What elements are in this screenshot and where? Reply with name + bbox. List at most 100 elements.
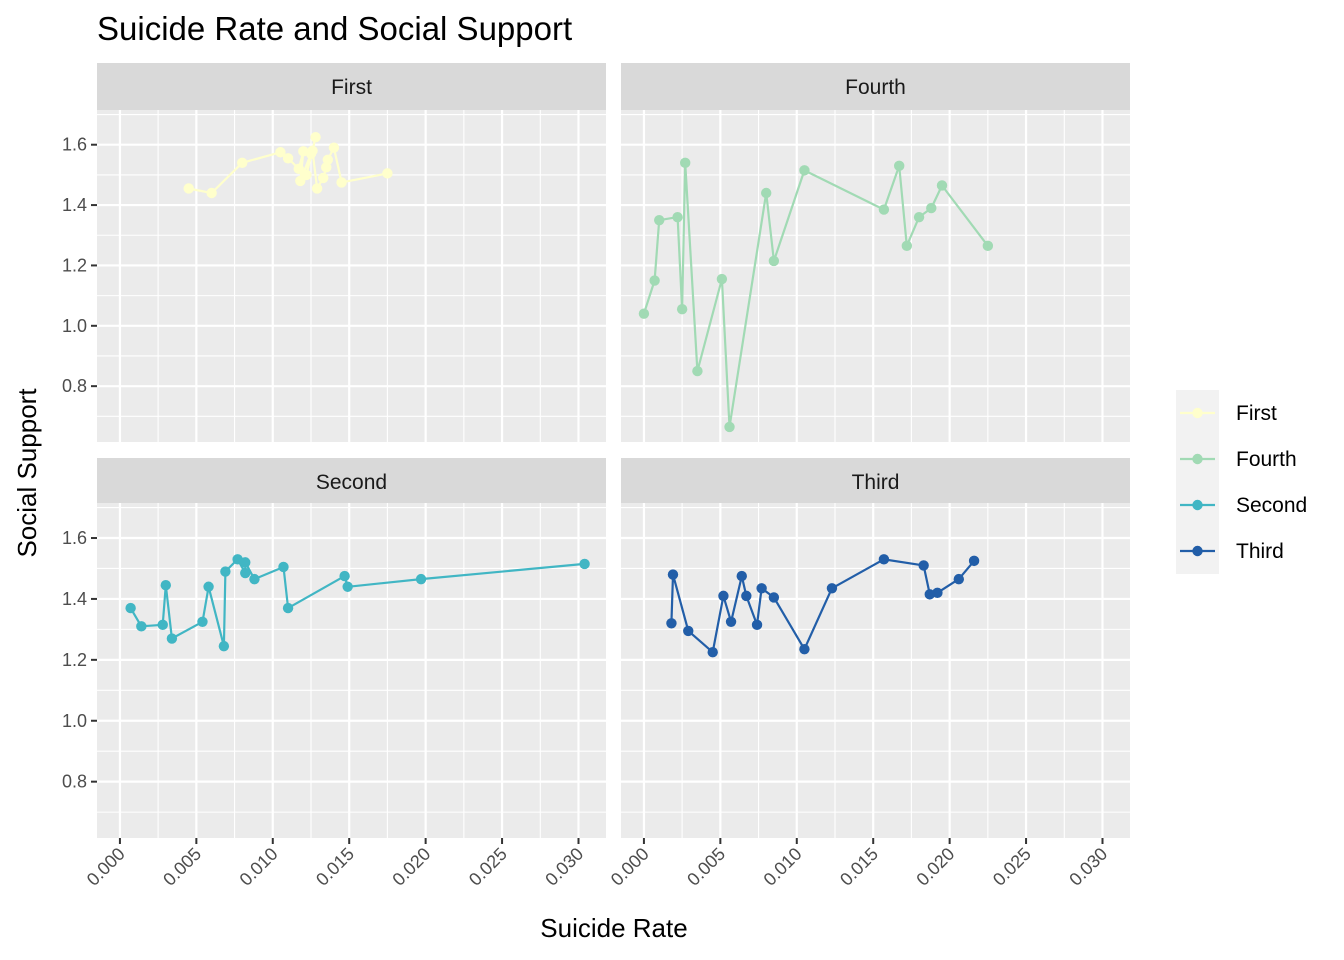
data-point [878,554,890,565]
legend-label-second: Second [1236,494,1307,517]
strip-first [97,63,606,110]
data-point [768,592,780,603]
x-tick-label: 0.010 [236,844,282,890]
data-point [240,557,251,568]
x-tick-label: 0.030 [541,844,587,890]
data-point [311,183,323,194]
data-point [756,583,767,594]
y-tick-label: 1.4 [62,195,87,215]
data-point [666,618,677,629]
data-point [275,147,286,158]
data-point [893,160,905,172]
data-point [183,183,194,194]
data-point [203,581,214,592]
data-point [328,142,340,153]
data-point [692,365,703,377]
x-axis-title: Suicide Rate [540,913,687,943]
x-tick-label: 0.020 [912,844,958,890]
data-point [282,153,294,164]
data-point [166,633,178,644]
data-point [679,157,691,169]
x-axes: 0.000 0.005 0.010 0.015 0.020 0.025 0.030 0.000… [83,838,1111,890]
data-point [579,558,590,570]
data-point [301,169,312,181]
data-point [878,204,890,215]
x-tick-label: 0.005 [159,844,205,890]
data-point [676,304,688,315]
data-point [638,308,650,319]
data-point [707,647,718,658]
x-tick-label: 0.025 [465,844,511,890]
panel-background [621,110,1130,442]
strip-label-first: First [331,76,372,99]
y-tick-label: 1.0 [62,711,87,731]
y-tick-label: 1.2 [62,255,87,275]
data-point [197,616,208,627]
data-point [736,570,747,582]
data-point [307,145,318,156]
x-tick-label: 0.015 [312,844,358,890]
strip-fourth [621,63,1130,110]
panel-fourth: Fourth [621,63,1130,442]
strip-second [97,458,606,503]
strip-label-fourth: Fourth [845,76,906,99]
chart-title: Suicide Rate and Social Support [97,10,572,47]
panel-background [97,503,606,838]
data-point [206,187,217,199]
data-point [649,275,660,286]
x-tick-label: 0.030 [1065,844,1111,890]
legend-key-point [1192,407,1203,419]
data-point [157,619,168,631]
data-point [724,421,735,433]
panel-second: Second [97,458,606,838]
panel-background [621,503,1130,838]
y-tick-label: 1.6 [62,135,87,155]
legend-item-third: Third [1176,528,1284,574]
data-point [136,621,147,632]
strip-label-third: Third [852,471,900,494]
data-point [278,561,289,573]
data-point [282,602,294,614]
x-tick-label: 0.020 [388,844,434,890]
legend: First Fourth Second Third [1176,390,1307,574]
y-axes: 0.8 1.0 1.2 1.4 1.6 0.8 1.0 1.2 1.4 1.6 [62,135,97,792]
data-point [293,163,304,175]
data-point [968,555,980,567]
data-point [310,131,321,143]
data-point [761,187,772,199]
data-point [926,202,937,214]
data-point [982,240,994,252]
data-point [382,168,393,179]
legend-key-point [1192,499,1203,511]
data-point [953,573,965,585]
data-point [654,214,665,226]
panel-background [97,110,606,442]
strip-label-second: Second [316,471,387,494]
legend-key-point [1192,545,1203,557]
data-point [918,560,929,571]
panel-third: Third [621,458,1130,838]
data-point [160,580,171,591]
x-tick-label: 0.015 [836,844,882,890]
x-tick-label: 0.025 [989,844,1035,890]
y-tick-label: 1.4 [62,589,87,609]
legend-item-second: Second [1176,482,1307,528]
x-tick-label: 0.000 [607,844,653,890]
data-point [218,640,230,652]
data-point [799,165,810,176]
x-tick-label: 0.005 [683,844,729,890]
data-point [932,587,943,599]
data-point [240,567,251,579]
legend-label-third: Third [1236,540,1284,563]
data-point [342,581,353,592]
y-tick-label: 1.2 [62,650,87,670]
facet-panels: First Fourth Second Third [97,63,1130,838]
data-point [667,569,679,580]
data-point [339,570,350,582]
strip-third [621,458,1130,503]
data-point [741,590,752,602]
data-point [716,273,728,285]
data-point [318,172,329,184]
data-point [725,616,737,627]
data-point [799,643,810,655]
